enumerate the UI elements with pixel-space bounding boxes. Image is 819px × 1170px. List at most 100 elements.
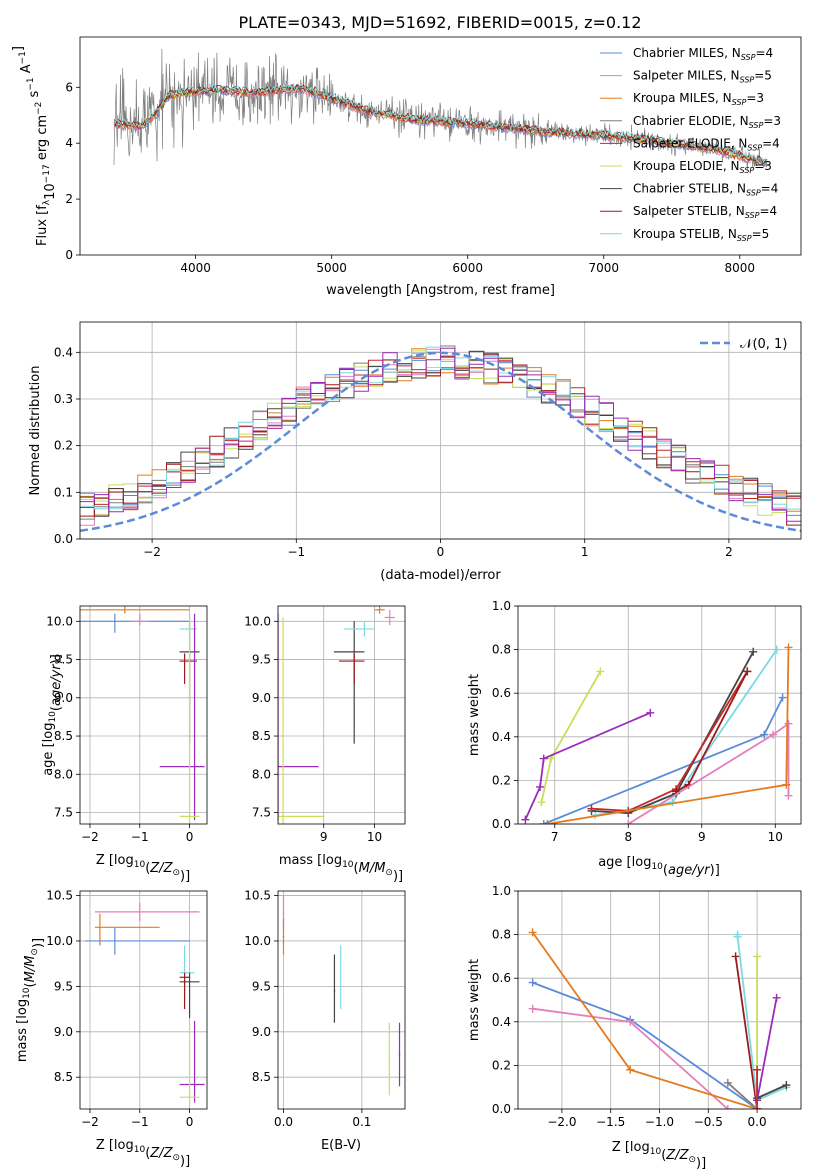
weight-point-marker [784,719,793,728]
x-tick-label: 0 [437,545,445,559]
model-spectrum-line [113,82,768,163]
y-axis-label: Flux [fλ10−17 erg cm−2 s−1 A−1] [11,46,58,246]
weight-point-marker [596,667,605,676]
y-tick-label: 8.5 [252,1070,271,1084]
x-tick-label: −1 [131,830,149,844]
y-tick-label: 9.0 [252,691,271,705]
weight-data [521,643,793,824]
weight-point-marker [587,804,596,813]
weight-point-marker [743,667,752,676]
weight-point-marker [646,708,655,717]
residuals-panel: −2 −1 0 1 2 0.0 0.1 0.2 0.3 0.4 (data-model)/error… [28,321,802,583]
weight-point-marker [537,798,546,807]
y-tick-label: 0.0 [492,817,511,831]
weight-point-marker [782,1081,791,1090]
y-tick-label: 7.5 [54,806,73,820]
x-axis-label: Z [log10(Z/Z⊙)] [96,853,190,884]
weight-point-marker [626,1065,635,1074]
weight-point-marker [784,643,793,652]
y-tick-label: 8.5 [252,729,271,743]
x-tick-label: 0 [186,830,194,844]
y-tick-label: 2 [65,192,73,206]
y-tick-label: 0.4 [54,345,73,359]
weight-point-marker [749,647,758,656]
x-tick-label: 8000 [725,261,756,275]
y-tick-label: 9.0 [54,1025,73,1039]
x-tick-label: 0.0 [274,1115,293,1129]
weight-series-line [591,670,749,812]
y-tick-label: 0.8 [492,928,511,942]
weight-point-marker [528,978,537,987]
axes-frame [79,36,802,256]
errorbar-data [282,895,401,1096]
y-tick-label: 0.0 [54,532,73,546]
model-spectrum-line [113,83,768,163]
weight-point-marker [536,782,545,791]
y-tick-label: 0.2 [492,773,511,787]
weight-series-line [734,956,758,1109]
weight-point-marker [521,815,530,824]
weight-point-marker [731,952,740,961]
y-tick-label: 9.5 [54,653,73,667]
axes-frame [517,605,802,825]
y-tick-label: 0.1 [54,485,73,499]
y-tick-label: 9.0 [54,691,73,705]
weight-series-line [532,981,758,1109]
y-tick-label: 9.5 [54,979,73,993]
x-tick-label: 9 [320,830,328,844]
normal-reference-curve [80,351,801,533]
y-tick-label: 10.0 [46,934,73,948]
y-tick-label: 10.5 [244,889,271,903]
x-axis-label: age [log10(age/yr)] [598,855,720,878]
weight-data [528,928,791,1109]
y-tick-label: 9.5 [252,653,271,667]
y-tick-label: 8.0 [54,767,73,781]
y-tick-label: 0.6 [492,686,511,700]
legend-entry: Salpeter MILES, NSSP=5 [633,69,772,85]
x-tick-label: 9 [698,830,706,844]
y-tick-label: 0.2 [492,1058,511,1072]
weight-point-marker [528,928,537,937]
x-tick-label: 2 [725,545,733,559]
legend-entry: Salpeter ELODIE, NSSP=4 [633,136,780,152]
weight-vs-age-panel: 7 8 9 10 0.0 0.2 0.4 0.6 0.8 1.0 age [log10(age/yr… [467,599,802,878]
weight-vs-Z-panel: −2.0 −1.5 −1.0 −0.5 0.0 0.0 0.2 0.4 0.6 0.8 1.0 Z [… [467,884,802,1170]
y-tick-label: 8.5 [54,1070,73,1084]
age-vs-Z-panel: −2 −1 0 7.5 8.0 8.5 9.0 9.5 10.0 Z [log10(Z/Z⊙)] a… [41,605,208,884]
y-axis-label: mass [log10(M/M⊙)] [15,938,46,1062]
y-tick-label: 1.0 [492,884,511,898]
legend-entry: Kroupa STELIB, NSSP=5 [633,227,769,243]
y-tick-label: 0.4 [492,730,511,744]
legend-entry: 𝒩(0, 1) [740,337,787,352]
legend-entry: Chabrier STELIB, NSSP=4 [633,182,778,198]
weight-series-line [524,711,651,820]
x-axis-label: wavelength [Angstrom, rest frame] [326,283,555,298]
weight-point-marker [753,952,762,961]
weight-point-marker [753,1065,762,1074]
x-tick-label: −2 [81,830,99,844]
y-tick-label: 4 [65,136,73,150]
weight-series-line [727,1082,758,1109]
x-tick-label: −0.5 [694,1115,723,1129]
x-tick-label: 7000 [588,261,619,275]
y-tick-label: 0.4 [492,1015,511,1029]
spectrum-data [113,48,768,170]
x-axis-label: Z [log10(Z/Z⊙)] [96,1138,190,1169]
x-axis-label: mass [log10(M/M⊙)] [279,853,403,884]
weight-point-marker [772,993,781,1002]
weight-point-marker [723,1105,732,1109]
axes-frame [79,321,802,540]
weight-point-marker [733,932,742,941]
x-tick-label: 5000 [316,261,347,275]
errorbar-data [84,902,205,1107]
legend-entry: Chabrier ELODIE, NSSP=3 [633,114,781,130]
y-tick-label: 0.0 [492,1102,511,1116]
y-tick-label: 10.0 [244,934,271,948]
y-tick-label: 0 [65,248,73,262]
x-tick-label: −2 [81,1115,99,1129]
weight-point-marker [539,754,548,763]
observed-spectrum-line [113,48,768,170]
weight-point-marker [778,693,787,702]
weight-point-marker [723,1078,732,1087]
